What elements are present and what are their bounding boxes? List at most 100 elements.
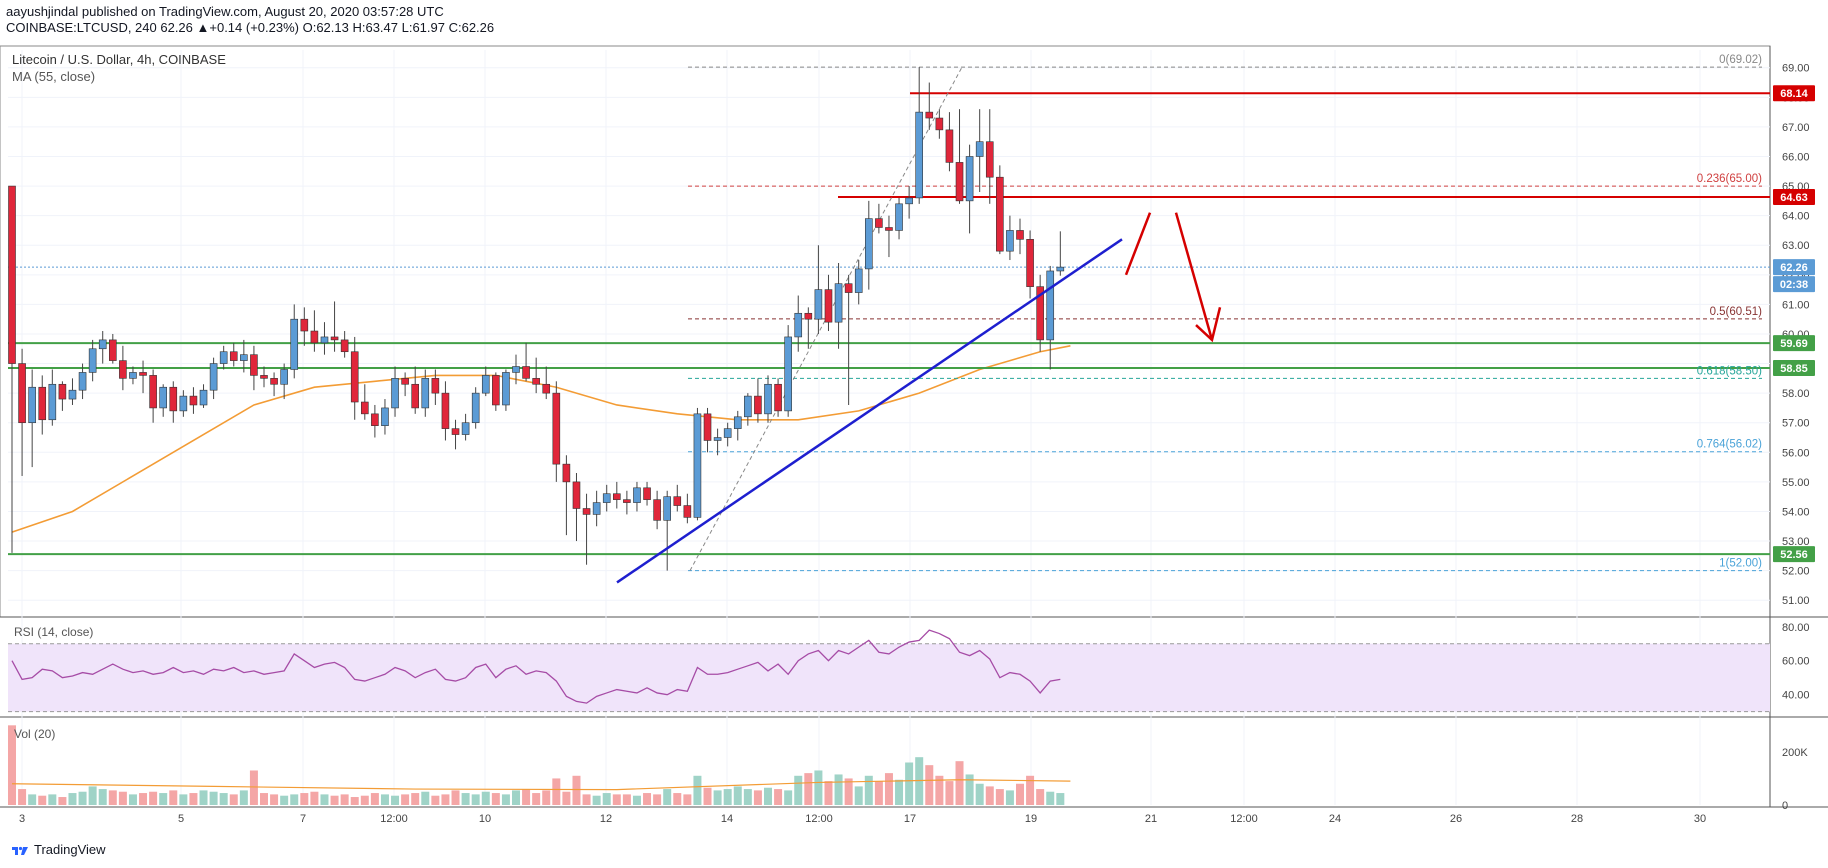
candle-body (350, 351, 359, 403)
tradingview-icon (12, 846, 28, 855)
candle-body (1006, 230, 1014, 252)
candle-body (1046, 270, 1055, 341)
volume-bar (118, 791, 127, 805)
price-tick-label: 53.00 (1782, 536, 1810, 548)
volume-bar (602, 793, 611, 805)
volume-bar (461, 793, 470, 805)
volume-bar (8, 725, 16, 805)
price-tick-label: 61.00 (1782, 299, 1810, 311)
candle-body (996, 176, 1004, 252)
volume-bar (249, 770, 258, 805)
volume-bar (935, 775, 944, 805)
candle-body (522, 366, 530, 379)
tradingview-logo[interactable]: TradingView (10, 842, 106, 857)
horizontal-levels (8, 92, 1770, 556)
candle-body (582, 508, 591, 515)
price-tick-label: 66.00 (1782, 151, 1810, 163)
volume-bar (794, 775, 803, 805)
candle-body (955, 162, 964, 202)
candle-body (502, 372, 510, 406)
trendline[interactable] (616, 238, 1123, 584)
rsi-band (8, 643, 1770, 712)
price-tag-label: 58.85 (1780, 363, 1808, 375)
candle-body (431, 378, 440, 394)
candle-body (461, 422, 470, 435)
volume-bar (945, 781, 954, 805)
candle-body (109, 339, 117, 361)
volume-bar (522, 789, 531, 805)
down-arrow (1174, 212, 1214, 341)
price-tag (1773, 546, 1815, 563)
volume-bar (542, 790, 551, 805)
price-tag (1773, 359, 1815, 376)
candle-body (330, 336, 339, 341)
price-tick-label: 67.00 (1782, 122, 1810, 134)
volume-bar (753, 790, 762, 805)
candle-body (28, 386, 36, 424)
volume-bar (955, 761, 964, 805)
candle-body (542, 383, 551, 394)
time-axis[interactable]: 3 5 7 12:00 10 12 14 12:00 17 19 21 12:00 24 26 28 30 (19, 813, 1706, 825)
volume-bar (582, 794, 591, 805)
volume-bar (572, 775, 581, 805)
countdown-label: 02:38 (1780, 279, 1808, 291)
candle-body (975, 141, 984, 157)
volume-tick-label: 0 (1782, 800, 1788, 812)
volume-bar (804, 773, 813, 805)
volume-bar (78, 791, 87, 805)
volume-bar (834, 774, 843, 805)
time-tick-label: 12:00 (805, 813, 833, 825)
volume-bar (905, 762, 914, 805)
price-tick-label: 56.00 (1782, 447, 1810, 459)
price-axis[interactable]: 51.00 52.00 53.00 54.00 55.00 56.00 57.00 58.00… (1782, 63, 1810, 607)
volume-bar (643, 793, 652, 805)
volume-bar (149, 791, 158, 805)
volume-bar (68, 793, 77, 805)
volume-bar (814, 770, 823, 805)
time-tick-label: 10 (479, 813, 491, 825)
author-name[interactable]: aayushjindal (6, 4, 79, 19)
candle-body (250, 354, 258, 376)
volume-tick-label: 200K (1782, 747, 1808, 759)
volume-bar (411, 793, 420, 805)
candle-body (602, 493, 611, 503)
candle-body (68, 389, 77, 400)
symbol-ohlc-line: COINBASE:LTCUSD, 240 62.26 ▲+0.14 (+0.23… (6, 20, 495, 35)
up-arrow (1124, 212, 1152, 276)
time-tick-label: 5 (178, 813, 184, 825)
price-tick-label: 69.00 (1782, 63, 1810, 75)
candle-body (360, 401, 369, 415)
volume-bar (1046, 791, 1055, 805)
volume-bar (481, 791, 490, 805)
volume-bar (965, 774, 974, 805)
candle-body (58, 383, 67, 400)
volume-bar (1026, 775, 1035, 805)
candle-body (854, 268, 863, 293)
candle-body (260, 375, 268, 379)
volume-bar (340, 794, 349, 805)
volume-bar (169, 790, 178, 805)
volume-bar (733, 786, 742, 805)
candle-body (290, 318, 299, 370)
time-tick-label: 7 (300, 813, 306, 825)
volume-bar (28, 794, 37, 805)
volume-bar (562, 791, 571, 805)
candle-body (612, 493, 621, 500)
candle-body (129, 372, 137, 379)
candle-body (169, 386, 178, 412)
candle-body (885, 227, 893, 231)
candle-body (683, 505, 692, 518)
volume-bar (663, 789, 672, 805)
candle-body (199, 389, 208, 406)
candle-body (1036, 286, 1044, 341)
publish-header: aayushjindal published on TradingView.co… (6, 4, 494, 38)
volume-bar (229, 794, 238, 805)
price-tag (1773, 335, 1815, 352)
volume-bar (632, 795, 641, 805)
volume-bar (864, 775, 873, 805)
volume-bar (189, 793, 198, 805)
volume-bar (743, 789, 752, 805)
volume-bar (552, 778, 561, 805)
fib-label: 0(69.02) (1719, 54, 1762, 66)
